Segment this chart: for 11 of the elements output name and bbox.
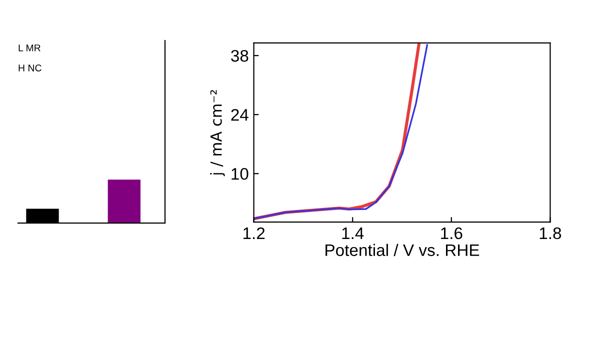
y-tick-label: 10 [232, 168, 248, 180]
y-tick-label: 24 [231, 108, 248, 121]
text: L MR [18, 44, 40, 52]
x-tick-label: 1.4 [342, 228, 364, 240]
x-axis-title: Potential / V vs. RHE [326, 244, 480, 256]
y-tick-label: 38 [231, 50, 248, 62]
x-tick-label: 1.8 [540, 227, 562, 240]
text: H NC [18, 64, 42, 72]
x-tick-label: 1.2 [243, 227, 265, 240]
x-tick-label: 1.6 [441, 227, 462, 240]
y-axis-title: j / mA cm⁻² [210, 90, 225, 176]
